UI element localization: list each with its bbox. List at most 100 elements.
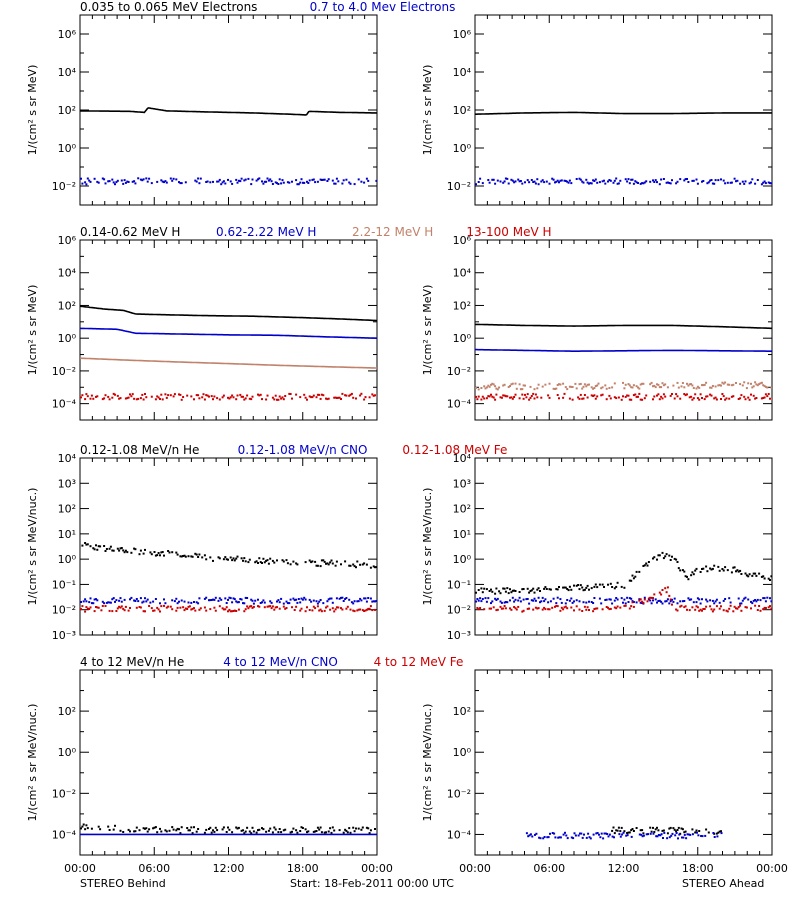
series-point (701, 397, 703, 399)
series-point (575, 605, 578, 608)
series-point (503, 605, 506, 607)
series-point (89, 180, 92, 183)
series-point (594, 583, 597, 586)
series-point (642, 832, 645, 835)
series-point (586, 584, 589, 587)
series-point (720, 178, 722, 181)
series-point (764, 182, 767, 185)
series-point (639, 182, 642, 185)
series-point (536, 178, 539, 181)
series-point (210, 599, 213, 601)
series-point (624, 383, 627, 386)
series-point (119, 397, 122, 400)
series-point (205, 558, 208, 561)
series-point (582, 397, 585, 400)
series-point (724, 398, 727, 401)
series-point (176, 602, 179, 605)
series-point (292, 560, 295, 563)
series-point (165, 606, 168, 609)
series-point (210, 395, 213, 398)
series-point (495, 387, 498, 390)
series-point (628, 597, 631, 600)
series-point (511, 397, 514, 400)
series-point (82, 823, 85, 826)
series-point (530, 599, 533, 602)
series-point (687, 833, 690, 836)
series-point (349, 393, 352, 396)
series-point (698, 398, 701, 401)
series-point (371, 393, 374, 396)
series-point (683, 393, 686, 395)
series-point (603, 832, 606, 835)
series-point (745, 574, 748, 577)
series-point (148, 177, 151, 180)
series-point (327, 178, 330, 181)
series-point (114, 393, 116, 396)
series-line (80, 357, 377, 369)
series-point (277, 831, 280, 834)
series-point (715, 832, 718, 835)
plot-area (475, 551, 772, 613)
series-point (762, 397, 765, 399)
series-point (548, 588, 551, 591)
series-point (702, 608, 705, 610)
series-point (728, 607, 731, 610)
series-point (506, 177, 509, 180)
series-point (581, 180, 584, 183)
series-point (178, 828, 180, 831)
series-point (271, 559, 274, 562)
series-point (300, 597, 303, 600)
series-point (175, 178, 178, 181)
series-point (342, 831, 345, 834)
series-point (306, 831, 308, 834)
series-point (159, 398, 161, 400)
series-point (668, 594, 671, 597)
series-point (179, 393, 182, 396)
series-point (357, 827, 360, 830)
series-point (605, 387, 608, 390)
series-point (537, 596, 540, 599)
series-point (299, 830, 302, 832)
series-point (295, 179, 298, 182)
series-point (369, 605, 372, 608)
series-point (257, 393, 259, 396)
series-point (157, 396, 160, 399)
series-point (92, 547, 95, 550)
series-point (359, 597, 362, 600)
series-point (732, 566, 735, 569)
series-point (282, 181, 285, 184)
series-point (276, 606, 278, 609)
series-point (80, 177, 82, 180)
series-point (637, 386, 639, 389)
series-point (222, 608, 225, 611)
series-point (552, 597, 555, 600)
series-point (297, 183, 300, 186)
series-point (752, 599, 755, 602)
y-tick-label: 10⁻² (52, 787, 76, 800)
series-point (325, 397, 327, 400)
series-point (365, 563, 368, 566)
series-point (675, 393, 678, 396)
series-point (754, 604, 757, 607)
series-point (688, 383, 691, 386)
series-point (565, 834, 568, 837)
series-point (639, 601, 642, 604)
series-point (271, 396, 274, 399)
series-point (494, 182, 497, 185)
series-point (747, 598, 750, 601)
series-point (197, 394, 200, 397)
series-point (741, 599, 744, 602)
plot-area (475, 323, 772, 401)
series-point (208, 828, 210, 830)
series-point (522, 609, 525, 612)
series-point (218, 398, 221, 401)
series-point (720, 830, 722, 833)
series-point (221, 396, 224, 399)
series-point (759, 609, 762, 612)
series-point (367, 179, 370, 182)
series-point (770, 575, 772, 578)
series-point (491, 382, 494, 385)
series-point (475, 591, 477, 594)
series-point (601, 386, 604, 389)
